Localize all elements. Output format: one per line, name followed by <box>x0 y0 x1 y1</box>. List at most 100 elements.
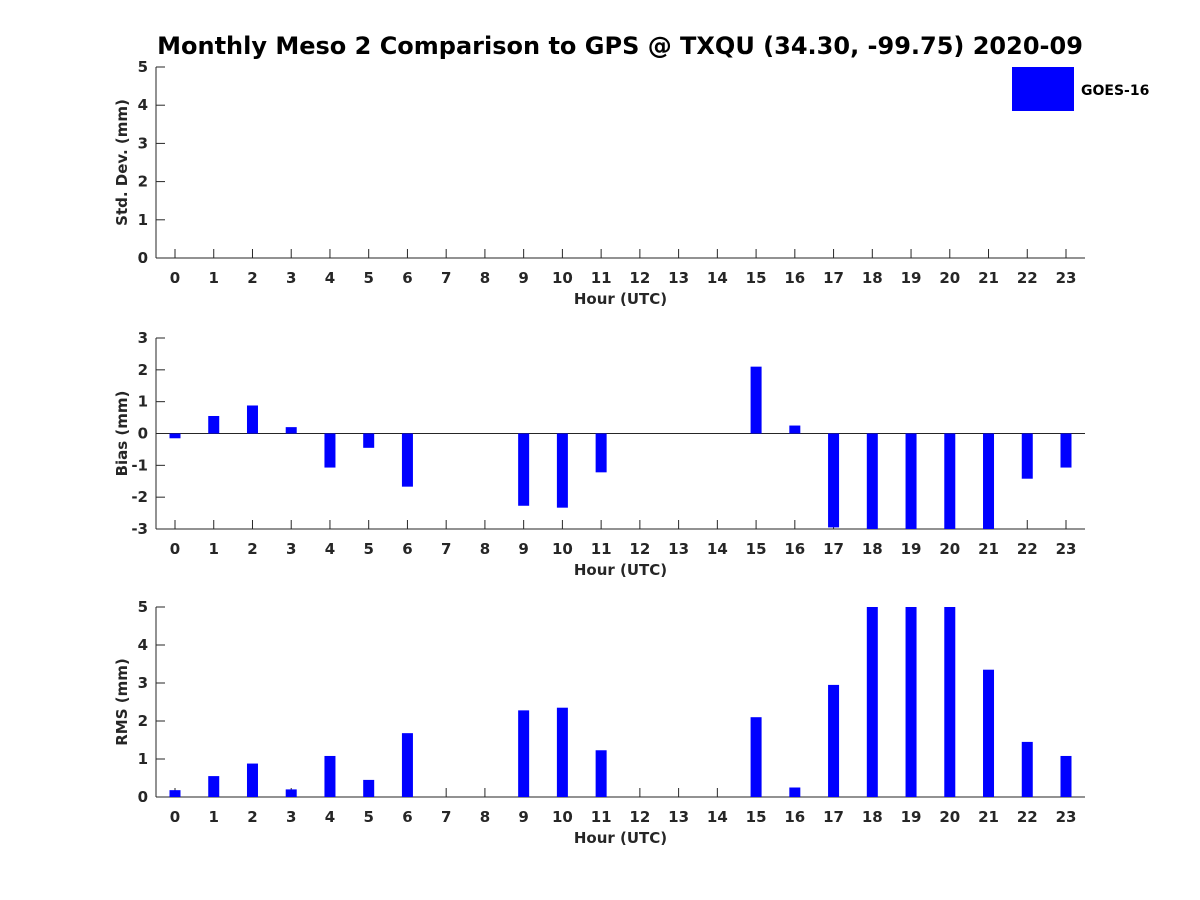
x-tick-label: 8 <box>480 269 490 287</box>
bar-hour-0 <box>169 790 181 797</box>
x-tick-label: 15 <box>746 540 767 558</box>
x-tick-label: 0 <box>170 808 180 826</box>
y-tick-label: 0 <box>138 788 148 806</box>
x-tick-label: 17 <box>823 269 844 287</box>
y-tick-label: -2 <box>131 488 148 506</box>
bar-hour-4 <box>324 433 336 468</box>
legend: GOES-16 <box>1012 67 1149 111</box>
y-tick-label: 4 <box>138 636 148 654</box>
bar-hour-23 <box>1060 755 1072 797</box>
bar-hour-6 <box>401 733 413 797</box>
x-tick-label: 20 <box>939 808 960 826</box>
x-tick-label: 21 <box>978 808 999 826</box>
x-tick-label: 4 <box>325 808 335 826</box>
x-tick-label: 18 <box>862 808 883 826</box>
x-tick-label: 21 <box>978 269 999 287</box>
x-tick-label: 19 <box>901 808 922 826</box>
x-tick-label: 20 <box>939 269 960 287</box>
x-tick-label: 14 <box>707 540 728 558</box>
x-tick-label: 1 <box>209 540 219 558</box>
bar-hour-11 <box>595 750 607 797</box>
y-tick-label: 3 <box>138 134 148 152</box>
x-tick-label: 11 <box>591 540 612 558</box>
x-tick-label: 7 <box>441 808 451 826</box>
y-axis-label: Std. Dev. (mm) <box>113 99 131 226</box>
x-tick-label: 6 <box>402 269 412 287</box>
x-tick-label: 12 <box>629 808 650 826</box>
x-tick-label: 20 <box>939 540 960 558</box>
x-tick-label: 14 <box>707 808 728 826</box>
x-tick-label: 10 <box>552 808 573 826</box>
x-tick-label: 13 <box>668 540 689 558</box>
y-tick-label: 0 <box>138 425 148 443</box>
x-tick-label: 10 <box>552 269 573 287</box>
x-axis-label: Hour (UTC) <box>574 561 667 579</box>
x-tick-label: 4 <box>325 269 335 287</box>
bar-hour-21 <box>983 669 995 797</box>
x-tick-label: 11 <box>591 269 612 287</box>
x-tick-label: 16 <box>784 540 805 558</box>
x-tick-label: 10 <box>552 540 573 558</box>
y-tick-label: 2 <box>138 712 148 730</box>
x-tick-label: 23 <box>1056 808 1077 826</box>
bar-hour-1 <box>208 415 220 434</box>
legend-label: GOES-16 <box>1081 83 1149 99</box>
bar-hour-23 <box>1060 433 1072 468</box>
y-axis-label: Bias (mm) <box>113 391 131 477</box>
y-tick-label: 4 <box>138 96 148 114</box>
x-tick-label: 9 <box>518 269 528 287</box>
x-tick-label: 16 <box>784 808 805 826</box>
y-tick-label: -1 <box>131 456 148 474</box>
bar-series <box>169 366 1072 529</box>
y-axis-label: RMS (mm) <box>113 658 131 745</box>
x-tick-label: 1 <box>209 808 219 826</box>
bar-hour-9 <box>518 710 530 797</box>
x-tick-label: 12 <box>629 269 650 287</box>
x-tick-label: 5 <box>363 808 373 826</box>
y-tick-label: 2 <box>138 173 148 191</box>
x-tick-label: 0 <box>170 269 180 287</box>
bar-hour-6 <box>401 433 413 487</box>
y-tick-label: 1 <box>138 211 148 229</box>
x-tick-label: 7 <box>441 540 451 558</box>
bar-hour-19 <box>905 433 917 529</box>
x-tick-label: 7 <box>441 269 451 287</box>
x-tick-label: 5 <box>363 540 373 558</box>
y-tick-label: 2 <box>138 361 148 379</box>
y-tick-label: 3 <box>138 674 148 692</box>
x-tick-label: 15 <box>746 808 767 826</box>
x-tick-label: 18 <box>862 540 883 558</box>
x-tick-label: 17 <box>823 540 844 558</box>
x-tick-label: 9 <box>518 808 528 826</box>
bar-hour-9 <box>518 433 530 506</box>
bar-hour-22 <box>1021 433 1033 479</box>
bar-hour-2 <box>246 763 258 797</box>
x-tick-label: 3 <box>286 540 296 558</box>
bar-hour-15 <box>750 717 762 797</box>
y-tick-label: 5 <box>138 58 148 76</box>
x-tick-label: 4 <box>325 540 335 558</box>
x-axis-label: Hour (UTC) <box>574 290 667 308</box>
bar-hour-5 <box>363 779 375 797</box>
x-tick-label: 6 <box>402 808 412 826</box>
x-axis-label: Hour (UTC) <box>574 829 667 847</box>
bar-hour-16 <box>789 787 801 797</box>
bar-series <box>169 607 1072 797</box>
x-tick-label: 23 <box>1056 540 1077 558</box>
bar-hour-21 <box>983 433 995 529</box>
figure-title: Monthly Meso 2 Comparison to GPS @ TXQU … <box>157 32 1083 60</box>
bar-hour-10 <box>556 707 568 797</box>
y-tick-label: 0 <box>138 249 148 267</box>
x-tick-label: 18 <box>862 269 883 287</box>
bar-hour-4 <box>324 755 336 797</box>
x-tick-label: 15 <box>746 269 767 287</box>
x-tick-label: 0 <box>170 540 180 558</box>
bar-hour-18 <box>866 433 878 529</box>
x-tick-label: 3 <box>286 808 296 826</box>
bar-hour-20 <box>944 607 956 797</box>
